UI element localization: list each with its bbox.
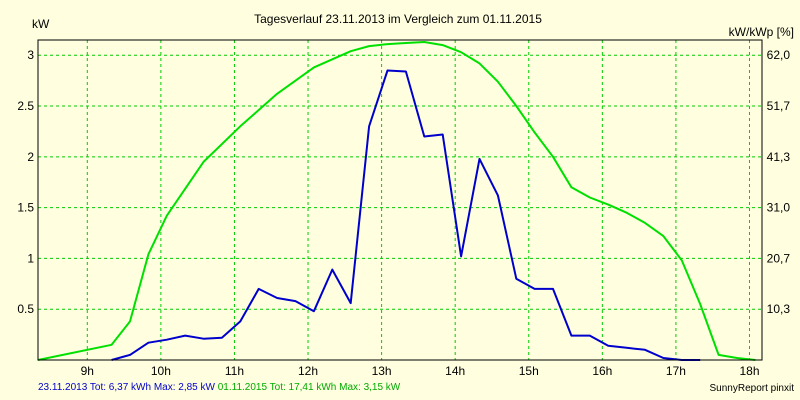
series-lines [37, 41, 756, 361]
footer-series2-summary: 01.11.2015 Tot: 17,41 kWh Max: 3,15 kW [217, 382, 401, 393]
series-line-2 [37, 41, 756, 361]
x-tick-label: 15h [519, 364, 539, 378]
x-tick-label: 14h [445, 364, 465, 378]
x-tick-label: 16h [592, 364, 612, 378]
y-tick-label-left: 2.5 [17, 99, 34, 113]
footer-legend: 23.11.2013 Tot: 6,37 kWh Max: 2,85 kW 01… [38, 382, 400, 393]
y-tick-label-right: 20,7 [767, 251, 791, 265]
chart-title: Tagesverlauf 23.11.2013 im Vergleich zum… [254, 12, 542, 26]
x-tick-label: 13h [372, 364, 392, 378]
y-tick-label-left: 1 [27, 251, 34, 265]
x-tick-label: 10h [151, 364, 171, 378]
y-axis-left-label: kW [32, 17, 50, 31]
plot-frame [37, 39, 763, 361]
grid [38, 40, 762, 360]
y-tick-label-right: 41,3 [767, 150, 791, 164]
x-tick-label: 17h [666, 364, 686, 378]
tick-labels: 9h 10h 11h 12h 13h 14h 15h 16h 17h 18h 0.5 1 1.5 2 2.5… [17, 48, 790, 378]
x-tick-label: 9h [81, 364, 94, 378]
y-tick-label-right: 31,0 [767, 201, 791, 215]
x-tick-label: 18h [739, 364, 759, 378]
y-tick-label-right: 51,7 [767, 99, 791, 113]
y-tick-label-left: 1.5 [17, 201, 34, 215]
y-tick-label-right: 62,0 [767, 48, 791, 62]
footer-credit: SunnyReport pinxit [709, 383, 795, 394]
y-tick-label-left: 0.5 [17, 302, 34, 316]
y-tick-label-left: 3 [27, 48, 34, 62]
footer-series1-summary: 23.11.2013 Tot: 6,37 kWh Max: 2,85 kW [38, 382, 215, 393]
y-tick-label-right: 10,3 [767, 302, 791, 316]
x-tick-label: 11h [225, 364, 244, 378]
x-tick-label: 12h [298, 364, 318, 378]
series-line-1 [111, 69, 701, 361]
y-axis-right-label: kW/kWp [%] [729, 25, 794, 39]
y-tick-label-left: 2 [27, 150, 34, 164]
